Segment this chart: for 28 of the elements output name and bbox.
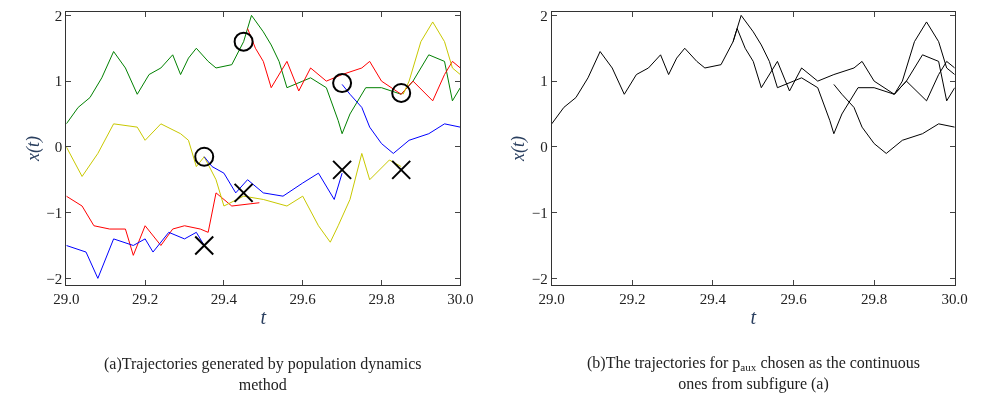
x-tick-label: 29.0 [53, 290, 80, 307]
y-tick-label: 1 [540, 73, 548, 90]
y-axis-title: x(t) [507, 136, 529, 162]
text: (a)Trajectories generated by population dynamics method [104, 355, 422, 393]
y-tick-label: −2 [531, 270, 548, 287]
y-tick-label: 0 [54, 139, 63, 156]
x-tick-label: 30.0 [447, 290, 474, 307]
y-tick-label: −2 [46, 270, 63, 287]
y-axis-title: x(t) [22, 136, 44, 162]
text: (b)The trajectories for p$_{aux}$ chosen as the continuous ones from subfigure (a) [587, 354, 920, 393]
x-tick-label: 29.8 [861, 290, 888, 307]
x-tick-label: 29.4 [210, 290, 238, 307]
y-tick-label: −1 [531, 204, 548, 221]
y-tick-label: 2 [540, 7, 548, 24]
x-tick-label: 29.6 [780, 290, 808, 307]
x-axis-title: t [260, 306, 267, 329]
x-tick-label: 30.0 [941, 290, 968, 307]
x-tick-label: 29.2 [131, 290, 159, 307]
y-tick-label: 1 [54, 73, 63, 90]
x-tick-label: 29.4 [699, 290, 727, 307]
x-tick-label: 29.2 [619, 290, 646, 307]
x-tick-label: 29.8 [368, 290, 395, 307]
y-tick-label: 2 [54, 7, 63, 24]
x-tick-label: 29.6 [289, 290, 317, 307]
x-tick-label: 29.0 [538, 290, 565, 307]
y-tick-label: 0 [540, 139, 548, 156]
y-tick-label: −1 [46, 204, 63, 221]
x-axis-title: t [750, 306, 757, 329]
